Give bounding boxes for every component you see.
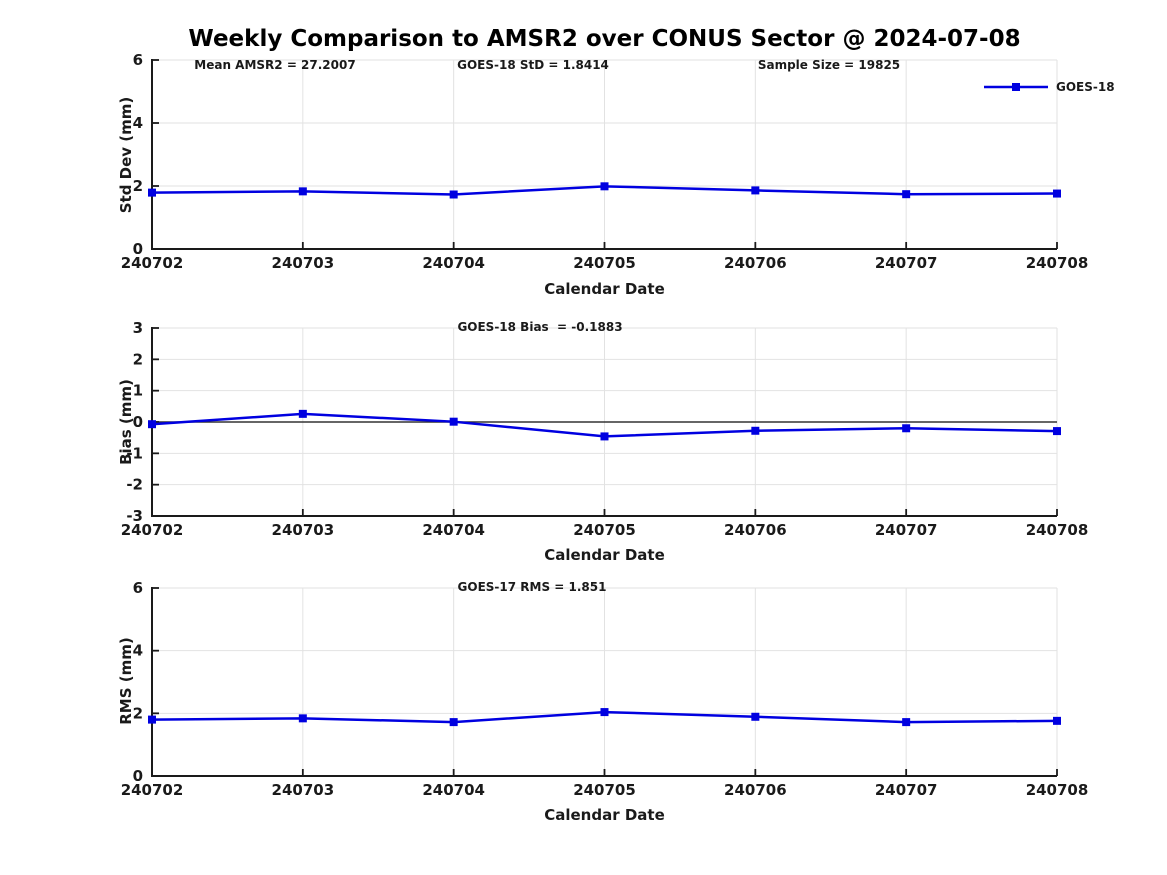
- y-tick-label: 4: [133, 642, 143, 660]
- y-tick-label: 2: [133, 704, 143, 722]
- legend-label: GOES-18: [1056, 80, 1115, 94]
- data-point-marker: [902, 424, 911, 433]
- data-point-marker: [600, 708, 609, 717]
- data-point-marker: [1053, 427, 1061, 436]
- annotation-goes18-bias: GOES-18 Bias = -0.1883: [457, 320, 623, 334]
- legend-line-sample-icon: [984, 83, 1048, 91]
- y-axis-label-rms: RMS (mm): [117, 637, 135, 725]
- legend: GOES-18: [983, 79, 1115, 95]
- y-tick-label: 2: [133, 177, 143, 195]
- data-point-marker: [751, 426, 760, 435]
- x-tick-label: 240706: [724, 521, 787, 539]
- x-tick-label: 240703: [272, 254, 335, 272]
- x-tick-label: 240705: [573, 521, 636, 539]
- data-point-marker: [1053, 189, 1061, 198]
- x-tick-label: 240702: [121, 781, 184, 799]
- x-tick-label: 240706: [724, 254, 787, 272]
- y-tick-label: 0: [133, 767, 143, 785]
- data-point-marker: [751, 186, 760, 195]
- data-point-marker: [600, 182, 609, 191]
- data-point-marker: [298, 409, 307, 418]
- data-point-marker: [449, 190, 458, 199]
- y-tick-label: 0: [133, 240, 143, 258]
- data-point-marker: [148, 188, 156, 197]
- annotation-sample-size: Sample Size = 19825: [757, 58, 901, 72]
- data-point-marker: [600, 432, 609, 441]
- x-tick-label: 240708: [1026, 254, 1089, 272]
- y-tick-label: -3: [126, 507, 143, 525]
- figure-title: Weekly Comparison to AMSR2 over CONUS Se…: [188, 26, 1021, 52]
- y-tick-label: 3: [133, 319, 143, 337]
- data-point-marker: [449, 417, 458, 426]
- annotation-goes18-std: GOES-18 StD = 1.8414: [457, 58, 609, 72]
- y-tick-label: 0: [133, 413, 143, 431]
- x-tick-label: 240705: [573, 254, 636, 272]
- y-axis-label-std-dev: Std Dev (mm): [117, 96, 135, 214]
- x-tick-label: 240708: [1026, 521, 1089, 539]
- x-axis-label-bias: Calendar Date: [544, 546, 665, 564]
- data-point-marker: [298, 714, 307, 723]
- annotation-goes17-rms: GOES-17 RMS = 1.851: [457, 580, 607, 594]
- y-tick-label: -1: [126, 444, 143, 462]
- x-tick-label: 240707: [875, 254, 938, 272]
- y-tick-label: 2: [133, 350, 143, 368]
- data-point-marker: [902, 190, 911, 199]
- annotation-mean-amsr2: Mean AMSR2 = 27.2007: [194, 58, 356, 72]
- y-tick-label: 4: [133, 114, 143, 132]
- x-tick-label: 240703: [272, 781, 335, 799]
- x-tick-label: 240707: [875, 521, 938, 539]
- x-tick-label: 240705: [573, 781, 636, 799]
- x-tick-label: 240704: [422, 254, 485, 272]
- x-tick-label: 240706: [724, 781, 787, 799]
- y-tick-label: 1: [133, 382, 143, 400]
- y-axis-label-bias: Bias (mm): [117, 379, 135, 465]
- x-tick-label: 240707: [875, 781, 938, 799]
- data-point-marker: [1053, 716, 1061, 725]
- x-tick-label: 240703: [272, 521, 335, 539]
- data-point-marker: [902, 718, 911, 727]
- x-tick-label: 240708: [1026, 781, 1089, 799]
- x-tick-label: 240702: [121, 521, 184, 539]
- x-tick-label: 240704: [422, 781, 485, 799]
- y-tick-label: 6: [133, 579, 143, 597]
- x-tick-label: 240702: [121, 254, 184, 272]
- x-axis-label-rms: Calendar Date: [544, 806, 665, 824]
- data-point-marker: [298, 187, 307, 196]
- data-point-marker: [449, 718, 458, 727]
- y-tick-label: 6: [133, 51, 143, 69]
- data-point-marker: [148, 715, 156, 724]
- data-point-marker: [148, 420, 156, 429]
- data-point-marker: [751, 712, 760, 721]
- x-axis-label-std-dev: Calendar Date: [544, 280, 665, 298]
- x-tick-label: 240704: [422, 521, 485, 539]
- y-tick-label: -2: [126, 476, 143, 494]
